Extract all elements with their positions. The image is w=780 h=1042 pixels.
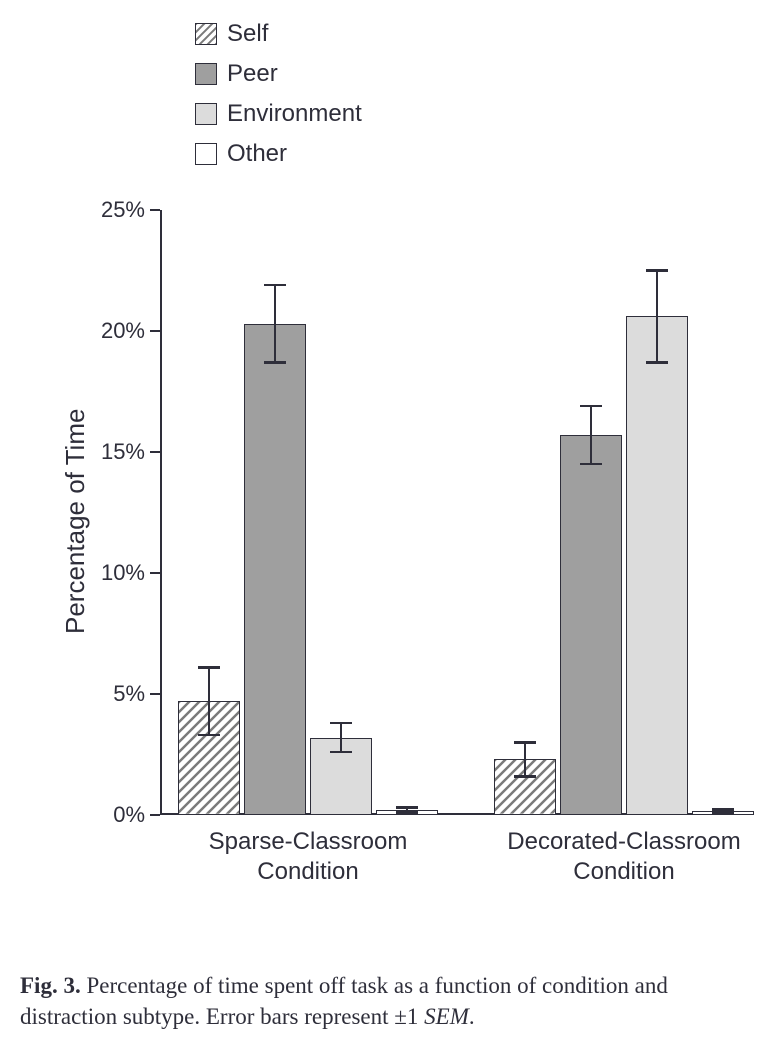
errorbar-sparse-self <box>208 667 211 735</box>
caption-fig-label: Fig. 3. <box>20 973 81 998</box>
errorbar-decorated-peer <box>590 406 593 464</box>
y-axis-line <box>160 210 162 815</box>
errorbar-cap <box>712 812 734 815</box>
x-group-label-line2: Condition <box>168 857 448 887</box>
y-tick-label: 15% <box>90 439 145 465</box>
y-tick-label: 20% <box>90 318 145 344</box>
y-tick-label: 5% <box>90 681 145 707</box>
bar-decorated-peer <box>560 435 622 815</box>
bar-decorated-environment <box>626 316 688 815</box>
caption-text-2: . <box>469 1004 475 1029</box>
errorbar-cap <box>514 741 536 744</box>
chart-plot-area: 0%5%10%15%20%25%Sparse-ClassroomConditio… <box>160 210 720 815</box>
legend-item-self: Self <box>195 20 362 48</box>
errorbar-cap <box>330 751 352 754</box>
errorbar-cap <box>514 775 536 778</box>
errorbar-cap <box>198 734 220 737</box>
errorbar-cap <box>264 284 286 287</box>
errorbar-decorated-environment <box>656 271 659 363</box>
errorbar-cap <box>198 666 220 669</box>
bar-sparse-peer <box>244 324 306 815</box>
figure-container: SelfPeerEnvironmentOther 0%5%10%15%20%25… <box>0 0 780 1042</box>
y-tick <box>150 693 160 695</box>
x-group-label-line1: Decorated-Classroom <box>484 827 764 857</box>
legend-item-peer: Peer <box>195 60 362 88</box>
x-group-label-line1: Sparse-Classroom <box>168 827 448 857</box>
errorbar-cap <box>330 722 352 725</box>
legend-item-other: Other <box>195 140 362 168</box>
legend-swatch-peer <box>195 63 217 85</box>
x-group-label-sparse: Sparse-ClassroomCondition <box>168 827 448 887</box>
legend-label-other: Other <box>227 140 287 168</box>
errorbar-cap <box>396 806 418 809</box>
caption-text-1: Percentage of time spent off task as a f… <box>20 973 668 1029</box>
errorbar-cap <box>712 808 734 811</box>
errorbar-sparse-peer <box>274 285 277 362</box>
y-tick <box>150 209 160 211</box>
y-tick-label: 10% <box>90 560 145 586</box>
x-group-label-decorated: Decorated-ClassroomCondition <box>484 827 764 887</box>
errorbar-cap <box>646 269 668 272</box>
legend-swatch-other <box>195 143 217 165</box>
legend-swatch-environment <box>195 103 217 125</box>
y-tick <box>150 330 160 332</box>
caption-italic: SEM <box>424 1004 469 1029</box>
y-tick-label: 25% <box>90 197 145 223</box>
errorbar-sparse-environment <box>340 723 343 752</box>
y-tick-label: 0% <box>90 802 145 828</box>
legend-label-environment: Environment <box>227 100 362 128</box>
errorbar-cap <box>580 405 602 408</box>
x-group-label-line2: Condition <box>484 857 764 887</box>
errorbar-cap <box>264 361 286 364</box>
errorbar-cap <box>580 463 602 466</box>
errorbar-cap <box>646 361 668 364</box>
errorbar-cap <box>396 811 418 814</box>
chart-legend: Self Peer Environment Other <box>195 20 362 180</box>
legend-item-environment: Environment <box>195 100 362 128</box>
legend-label-peer: Peer <box>227 60 278 88</box>
figure-caption: Fig. 3. Percentage of time spent off tas… <box>20 970 760 1032</box>
legend-label-self: Self <box>227 20 268 48</box>
y-tick <box>150 451 160 453</box>
legend-swatch-self <box>195 23 217 45</box>
y-tick <box>150 572 160 574</box>
y-axis-label: Percentage of Time <box>60 408 91 633</box>
errorbar-decorated-self <box>524 742 527 776</box>
y-tick <box>150 814 160 816</box>
